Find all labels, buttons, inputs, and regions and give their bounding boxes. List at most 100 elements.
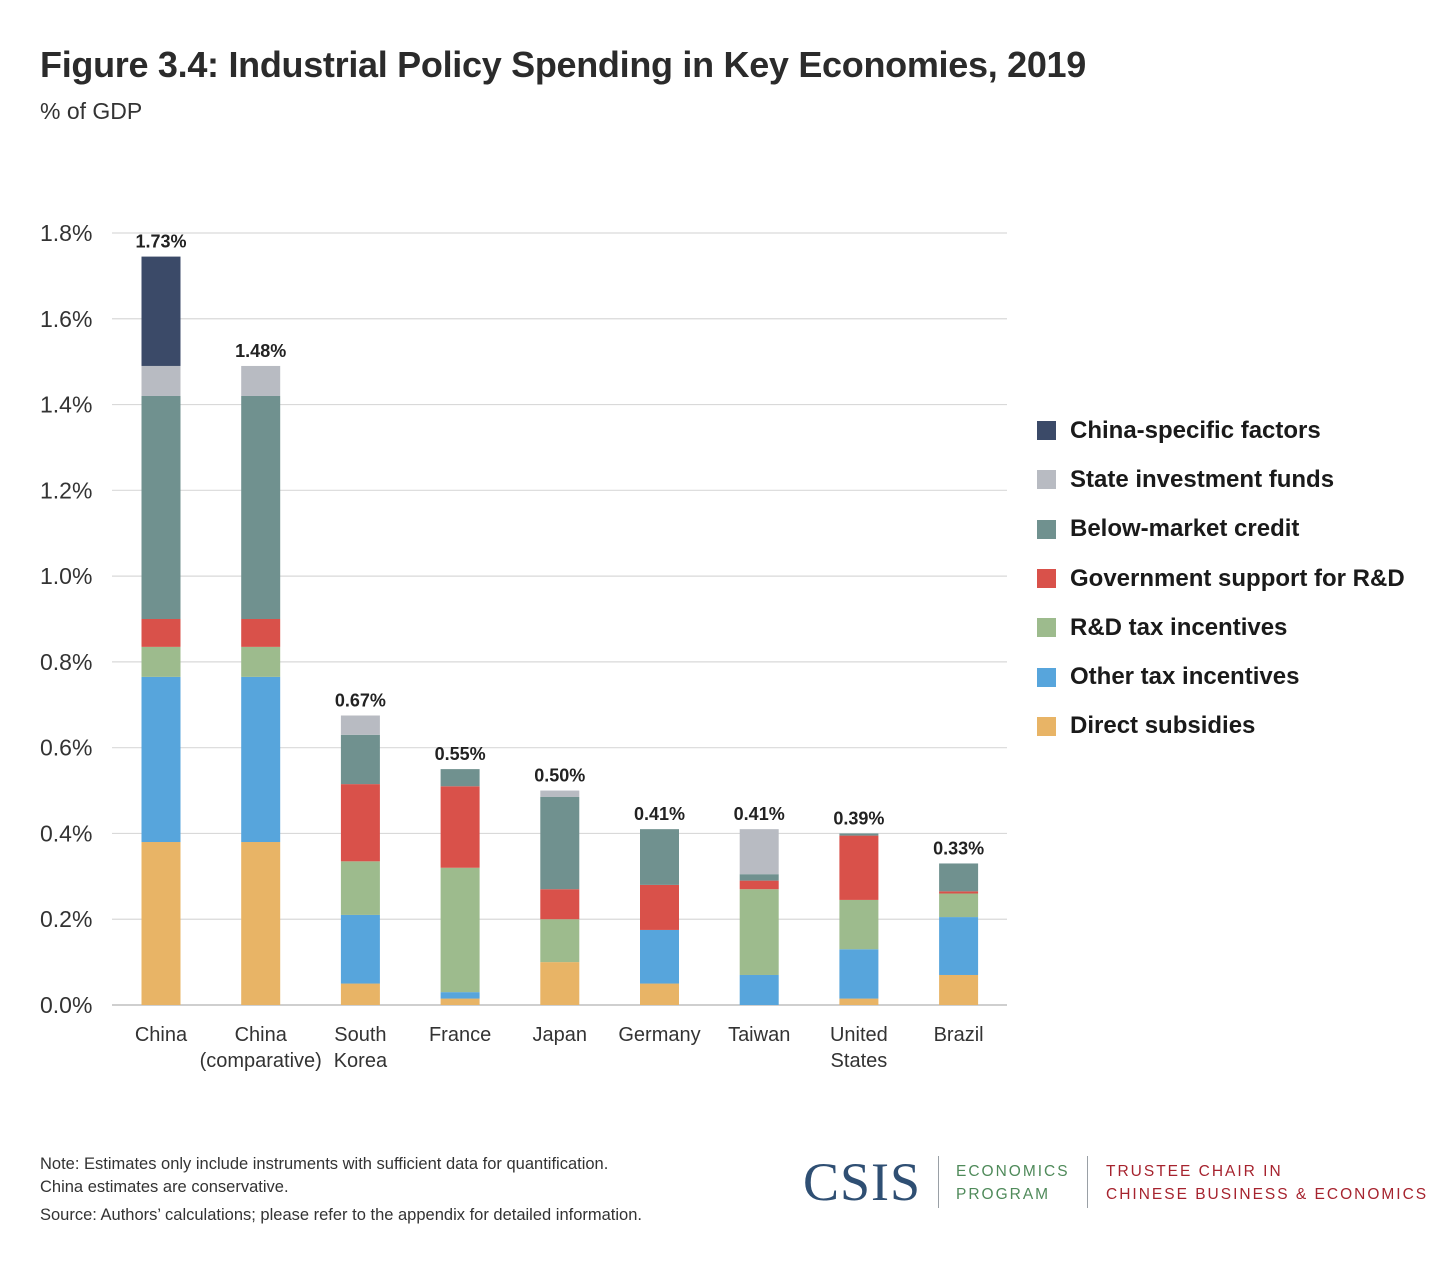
y-tick-label: 1.0%	[40, 563, 92, 589]
x-tick-label: China	[235, 1024, 288, 1046]
logo-program-line-1: ECONOMICS	[956, 1163, 1070, 1180]
y-tick-label: 0.6%	[40, 735, 92, 761]
bar-segment	[839, 835, 879, 900]
legend-item: Other tax incentives	[1037, 652, 1405, 701]
legend-label: Direct subsidies	[1070, 712, 1256, 740]
legend-swatch	[1037, 667, 1056, 687]
y-tick-label: 1.4%	[40, 392, 92, 418]
legend-item: China-specific factors	[1037, 406, 1405, 455]
x-tick-label: (comparative)	[200, 1050, 322, 1072]
economics-program-logo: ECONOMICS PROGRAM	[956, 1160, 1070, 1206]
stacked-bar-chart: 0.0% 0.2% 0.4% 0.6% 0.8% 1.0% 1.2% 1.4% 1.6% 1.8%…	[40, 220, 1007, 1072]
bar-segment	[839, 998, 879, 1005]
y-tick-label: 0.0%	[40, 992, 92, 1018]
x-tick-label: States	[831, 1050, 888, 1072]
legend-label: Other tax incentives	[1070, 663, 1300, 691]
bar-segment	[540, 962, 580, 1005]
bar-segment	[839, 833, 879, 836]
bar-segment	[540, 790, 580, 797]
bar-segment	[540, 796, 580, 890]
y-tick-label: 1.8%	[40, 220, 92, 246]
bar-segment	[640, 929, 679, 984]
bar-segment	[939, 917, 979, 975]
y-tick-label: 1.2%	[40, 477, 92, 503]
legend-label: State investment funds	[1070, 465, 1335, 493]
bar-segment	[739, 974, 779, 1005]
y-tick-label: 1.6%	[40, 306, 92, 332]
x-tick-label: Brazil	[934, 1024, 984, 1046]
bar-segment	[640, 884, 679, 930]
legend-item: Below-market credit	[1037, 505, 1405, 554]
legend-swatch	[1037, 716, 1056, 736]
y-tick-label: 0.4%	[40, 820, 92, 846]
bar-segment	[141, 676, 181, 843]
legend-label: Below-market credit	[1070, 515, 1300, 543]
data-label: 1.48%	[235, 341, 286, 361]
chart-subtitle: % of GDP	[40, 98, 143, 124]
bar-segment	[440, 998, 480, 1005]
bar-segment	[739, 829, 779, 875]
bar-segment	[839, 899, 879, 950]
bar-segment	[540, 919, 580, 963]
legend-swatch	[1037, 618, 1056, 638]
data-label: 0.41%	[734, 804, 785, 824]
bar-segment	[440, 867, 480, 993]
csis-logo: CSIS	[803, 1152, 922, 1212]
x-tick-label: Japan	[533, 1024, 588, 1046]
bar-segment	[340, 983, 380, 1005]
legend-label: R&D tax incentives	[1070, 613, 1288, 641]
legend-item: Direct subsidies	[1037, 702, 1405, 751]
bar-segment	[440, 992, 480, 999]
bar-segment	[939, 893, 979, 918]
legend-swatch	[1037, 470, 1056, 490]
legend-label: Government support for R&D	[1070, 564, 1405, 592]
x-tick-label: France	[429, 1024, 491, 1046]
logo-program-line-2: PROGRAM	[956, 1186, 1051, 1203]
bar-segment	[141, 619, 181, 647]
x-tick-label: South	[334, 1024, 386, 1046]
bar-segment	[241, 676, 281, 843]
legend-swatch	[1037, 421, 1056, 441]
bar-segment	[839, 949, 879, 999]
bar-segment	[340, 914, 380, 984]
x-tick-label: Germany	[618, 1024, 700, 1046]
legend-swatch	[1037, 519, 1056, 539]
legend-item: State investment funds	[1037, 455, 1405, 504]
bar-segment	[241, 395, 281, 619]
bar-segment	[939, 891, 979, 894]
logo-divider	[938, 1156, 939, 1208]
bar-segment	[540, 889, 580, 920]
bar-segment	[939, 863, 979, 892]
data-label: 0.50%	[534, 766, 585, 786]
footnote: Note: Estimates only include instruments…	[40, 1153, 608, 1199]
bar-segment	[340, 715, 380, 735]
source-note: Source: Authors’ calculations; please re…	[40, 1206, 642, 1224]
note-line-2: China estimates are conservative.	[40, 1178, 289, 1196]
logo-chair-line-1: TRUSTEE CHAIR IN	[1106, 1163, 1283, 1180]
data-label: 0.67%	[335, 691, 386, 711]
bar-segment	[241, 646, 281, 677]
x-tick-label: China	[135, 1024, 188, 1046]
data-label: 0.55%	[435, 744, 486, 764]
x-tick-label: Taiwan	[728, 1024, 790, 1046]
bar-segment	[141, 256, 181, 366]
legend-item: R&D tax incentives	[1037, 603, 1405, 652]
bar-segment	[340, 784, 380, 862]
x-tick-label: Korea	[334, 1050, 388, 1072]
bar-segment	[141, 842, 181, 1005]
bar-segment	[141, 646, 181, 677]
note-line-1: Note: Estimates only include instruments…	[40, 1155, 609, 1173]
logo-divider-2	[1087, 1156, 1088, 1208]
logo-chair-line-2: CHINESE BUSINESS & ECONOMICS	[1106, 1186, 1429, 1203]
bar-segment	[440, 769, 480, 787]
data-label: 0.33%	[933, 838, 984, 858]
chart-title: Figure 3.4: Industrial Policy Spending i…	[40, 44, 1086, 85]
x-tick-label: United	[830, 1024, 888, 1046]
y-tick-label: 0.2%	[40, 906, 92, 932]
chart-legend: China-specific factors State investment f…	[1037, 406, 1405, 751]
bar-segment	[739, 889, 779, 975]
bar-segment	[241, 619, 281, 647]
legend-swatch	[1037, 569, 1056, 589]
bar-segment	[241, 842, 281, 1005]
data-label: 1.73%	[135, 232, 186, 252]
